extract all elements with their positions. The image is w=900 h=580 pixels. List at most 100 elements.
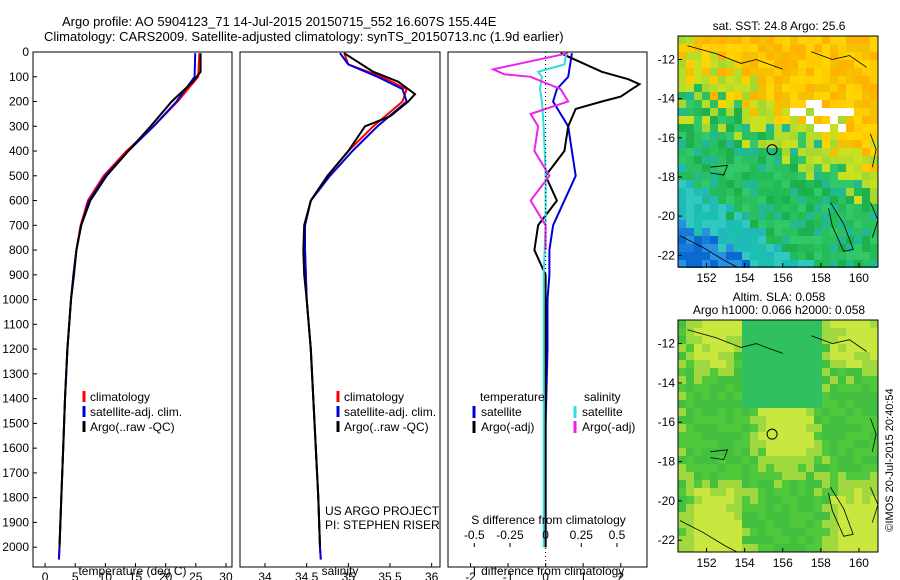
map-cell [862,100,870,108]
map-cell [790,188,798,196]
plot-frame [32,51,233,568]
map-cell [734,100,742,108]
map-cell [742,528,750,536]
map-cell [814,536,822,544]
map-cell [718,84,726,92]
map-cell [854,100,862,108]
map-cell [686,212,694,220]
map-cell [750,132,758,140]
y-tick-label: -20 [658,209,676,223]
map-cell [758,400,766,408]
map-cell [774,100,782,108]
map-cell [678,164,686,172]
map-cell [806,52,814,60]
map-cell [790,132,798,140]
map-cell [782,196,790,204]
map-cell [694,124,702,132]
map-cell [702,456,710,464]
map-cell [718,68,726,76]
map-cell [838,408,846,416]
map-cell [790,116,798,124]
map-cell [830,220,838,228]
map-cell [814,368,822,376]
map-cell [790,368,798,376]
map-cell [758,536,766,544]
map-cell [742,424,750,432]
map-cell [774,480,782,488]
map-cell [774,124,782,132]
map-cell [790,44,798,52]
map-cell [814,328,822,336]
map-cell [814,392,822,400]
map-cell [814,376,822,384]
map-cell [830,496,838,504]
map-cell [790,252,798,260]
argo-position-marker [766,428,778,440]
map-cell [814,528,822,536]
map-cell [678,384,686,392]
map-cell [734,60,742,68]
map-cell [846,392,854,400]
map-cell [790,392,798,400]
map-cell [782,44,790,52]
map-cell [694,172,702,180]
sla-map-title-line2: Argo h1000: 0.066 h2000: 0.058 [693,303,865,317]
map-cell [774,244,782,252]
map-cell [718,528,726,536]
map-cell [694,488,702,496]
map-cell [838,228,846,236]
map-cell [854,472,862,480]
profile-panel-salinity: 34 34.5 35 35.5 36salinityclimatologysatelli… [239,51,441,580]
map-cell [758,392,766,400]
map-cell [862,188,870,196]
map-cell [814,220,822,228]
map-cell [750,464,758,472]
map-cell [694,512,702,520]
map-cell [694,448,702,456]
map-cell [702,320,710,328]
map-cell [830,68,838,76]
map-cell [734,352,742,360]
map-cell [766,204,774,212]
map-cell [814,520,822,528]
map-cell [718,228,726,236]
map-cell [766,164,774,172]
map-cell [830,140,838,148]
map-cell [774,488,782,496]
map-cell [726,36,734,44]
map-cell [854,544,862,552]
map-cell [790,384,798,392]
map-cell [726,360,734,368]
map-cell [822,212,830,220]
map-cell [806,344,814,352]
map-cell [862,352,870,360]
map-cell [862,336,870,344]
map-cell [774,384,782,392]
map-cell [750,100,758,108]
map-cell [742,188,750,196]
map-cell [678,252,686,260]
map-cell [718,196,726,204]
map-cell [686,504,694,512]
map-cell [694,204,702,212]
map-cell [694,376,702,384]
x-tick-label: 5 [72,570,79,580]
map-cell [766,172,774,180]
x-axis-label-top: S difference from climatology [471,513,626,527]
map-cell [790,488,798,496]
map-cell [710,148,718,156]
map-cell [862,204,870,212]
map-cell [790,124,798,132]
map-cell [718,448,726,456]
map-cell [678,456,686,464]
map-cell [686,336,694,344]
map-cell [694,244,702,252]
map-cell [678,76,686,84]
map-cell [702,132,710,140]
map-cell [838,480,846,488]
map-cell [798,384,806,392]
map-cell [870,520,878,528]
map-cell [790,408,798,416]
x-tick-label: 154 [735,271,755,285]
map-cell [766,448,774,456]
